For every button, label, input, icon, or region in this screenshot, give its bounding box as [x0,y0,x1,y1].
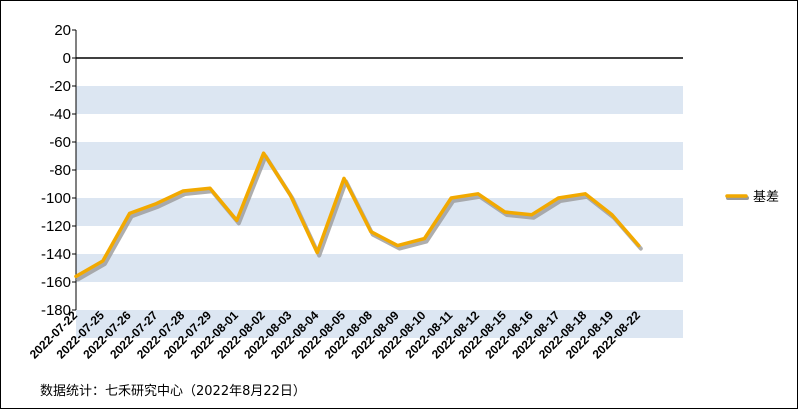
y-tick-label: -20 [49,78,71,95]
grid-band [76,142,683,170]
grid-band [76,86,683,114]
data-point [584,193,586,195]
y-tick-label: -120 [41,218,71,235]
data-point [343,177,345,180]
x-axis: 2022-07-222022-07-252022-07-262022-07-27… [27,308,643,362]
data-point [450,197,453,199]
grid-band [76,310,683,338]
data-point [128,212,131,215]
data-point [182,190,184,192]
y-tick-label: -60 [49,134,71,151]
y-tick-label: 20 [54,22,71,39]
grid-band [76,198,683,226]
data-point [423,237,426,240]
y-tick-label: 0 [63,50,71,67]
data-point [530,214,533,216]
data-point [477,193,479,195]
data-point [262,152,265,154]
grid-band [76,254,683,282]
y-tick-label: -140 [41,246,71,263]
series-layer [74,151,643,282]
data-point [316,251,319,254]
data-point [504,211,506,213]
legend: 基差 [725,190,779,205]
data-point [102,260,104,262]
data-point [209,187,211,189]
y-tick-label: -80 [49,162,71,179]
y-tick-label: -180 [41,302,71,319]
y-tick-label: -100 [41,190,71,207]
legend-label: 基差 [753,190,779,205]
data-point [289,194,292,196]
source-note: 数据统计：七禾研究中心（2022年8月22日） [40,384,306,399]
data-point [611,214,613,216]
y-tick-label: -40 [49,106,71,123]
data-point [75,275,77,278]
data-point [557,197,560,199]
data-point [370,230,372,233]
data-point [638,244,640,247]
data-point [236,219,238,222]
data-point [396,244,399,247]
y-tick-label: -160 [41,274,71,291]
data-point [155,202,158,205]
y-axis: 20 0 -20 -40 -60 -80 -100 -120 -140 -160 -180 [41,22,77,319]
series-line [74,151,641,279]
background-bands [76,86,683,338]
